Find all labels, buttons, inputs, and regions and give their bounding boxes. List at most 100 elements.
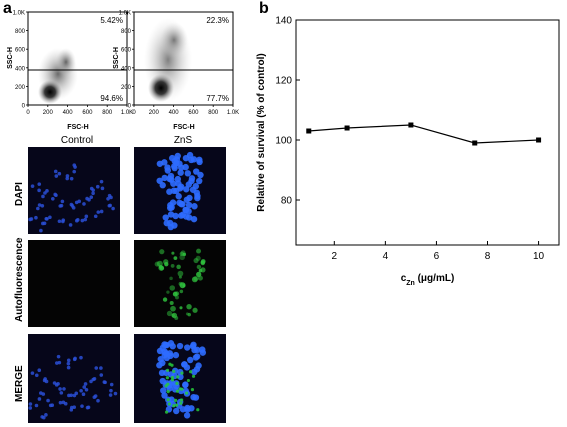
cell-autofluorescence [169,285,176,291]
cell-nucleus [177,373,184,381]
cell-nucleus [171,164,178,172]
flow-density-halo-2 [56,48,76,76]
x-tick-label: 8 [485,251,491,262]
cell-nucleus [89,379,93,384]
cell-autofluorescence [175,403,179,407]
cell-nucleus [83,382,88,386]
cell-nucleus [28,402,33,406]
cell-nucleus [162,350,170,357]
cell-nucleus [36,206,40,211]
cell-nucleus [45,189,49,193]
cell-nucleus [93,214,98,219]
x-axis-ticks: 2 4 6 8 10 [332,241,545,262]
cell-autofluorescence [171,251,175,255]
cell-nucleus [53,169,58,174]
cell-autofluorescence [167,402,172,406]
cell-nucleus [164,164,171,171]
cell-nucleus [99,179,104,184]
cell-nucleus [73,165,77,169]
cell-nucleus [69,176,74,181]
cell-nucleus [66,365,71,370]
cell-nucleus [111,206,115,211]
cell-nucleus [99,373,104,377]
flow-y-tick-label: 800 [121,29,132,35]
cell-autofluorescence [177,270,184,277]
cell-nucleus [173,187,180,195]
x-tick-label: 2 [332,251,338,262]
flow-y-tick-label: 600 [121,48,132,54]
cell-autofluorescence [172,404,176,408]
cell-nucleus [83,217,88,222]
flow-x-tick-label: 600 [82,110,93,116]
cell-autofluorescence [179,289,184,294]
cell-nucleus [156,347,164,355]
flow-upper-pct: 5.42% [100,16,123,25]
cell-nucleus [59,203,64,208]
cell-autofluorescence [163,259,169,265]
cell-autofluorescence [186,304,192,310]
row-label-dapi: DAPI [14,182,25,206]
cell-nucleus [193,168,200,175]
cell-nucleus [56,354,61,359]
row-label-merge: MERGE [14,365,25,402]
cell-nucleus [58,400,63,405]
cell-nucleus [191,203,198,210]
cell-nucleus [168,204,175,211]
cell-nucleus [77,199,82,204]
micrograph-control-autofluorescence [28,240,120,327]
cell-nucleus [68,223,73,227]
cell-nucleus [161,174,168,182]
cell-nucleus [82,202,86,206]
cell-nucleus [188,405,195,412]
cell-autofluorescence [186,378,191,383]
micrograph-zns-autofluorescence [134,240,226,327]
cell-nucleus [107,193,112,198]
cell-nucleus [66,358,71,363]
cell-nucleus [82,385,87,389]
y-axis-ticks: 80 100 120 140 [275,16,300,207]
cell-autofluorescence [196,248,202,254]
flow-y-tick-label: 1.0K [119,11,131,17]
cell-nucleus [72,169,77,174]
cell-nucleus [54,193,58,198]
cell-autofluorescence [169,300,174,306]
micrograph-zns-merge [134,334,226,423]
cell-nucleus [183,364,191,371]
micrograph-zns-dapi [134,147,226,234]
cell-nucleus [37,368,42,372]
flow-upper-pct: 22.3% [206,16,229,25]
cell-nucleus [175,193,182,200]
cell-nucleus [190,215,198,223]
cell-nucleus [74,391,79,396]
cell-nucleus [156,177,163,184]
flow-y-tick-label: 0 [128,104,132,110]
cell-nucleus [34,215,38,220]
flow-y-tick-label: 400 [121,66,132,72]
survival-data-point [344,125,350,131]
cell-autofluorescence [184,391,189,395]
flow-x-tick-label: 1.0K [227,110,239,116]
cell-nucleus [52,381,57,385]
cell-autofluorescence [180,371,184,375]
cell-nucleus [44,413,48,417]
cell-nucleus [183,196,191,203]
cell-nucleus [177,169,184,176]
cell-nucleus [30,371,35,375]
flow-plot-control: 5.42% 94.6% 0 200 400 600 800 1.0K 0 200 400 600… [7,11,133,132]
row-label-autofluorescence: Autofluorescence [14,237,25,322]
cell-autofluorescence [185,312,189,316]
cell-autofluorescence [164,384,168,388]
cell-nucleus [57,171,62,176]
micrograph-control-dapi [28,147,120,234]
cell-nucleus [106,196,110,201]
y-tick-label: 100 [275,136,292,147]
cell-nucleus [184,344,191,351]
flow-y-tick-label: 200 [121,85,132,91]
survival-series-line [308,124,539,144]
cell-nucleus [109,382,114,387]
cell-nucleus [100,186,105,191]
cell-nucleus [167,223,174,231]
cell-autofluorescence [159,249,165,255]
cell-nucleus [72,405,77,410]
cell-nucleus [34,403,39,408]
